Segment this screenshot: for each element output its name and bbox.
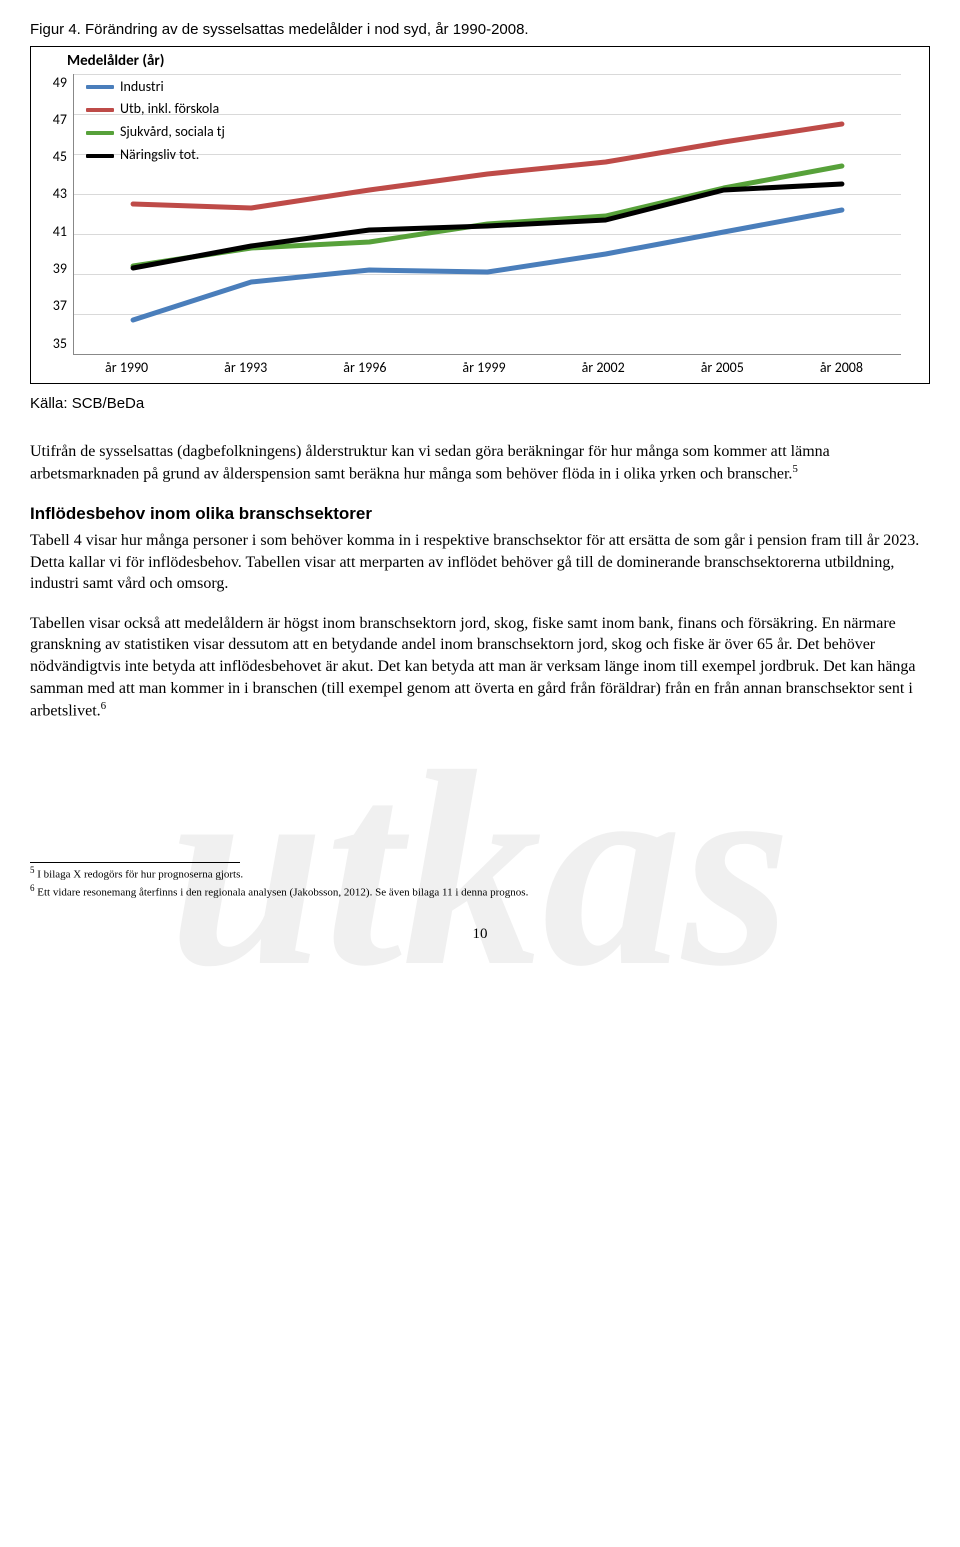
footnote-ref-6: 6 (101, 700, 107, 712)
legend-swatch (86, 131, 114, 135)
x-tick-label: år 1999 (424, 359, 543, 378)
legend-label: Utb, inkl. förskola (120, 100, 219, 119)
footnote-ref-5: 5 (792, 463, 798, 475)
x-tick-label: år 1996 (305, 359, 424, 378)
para1-text: Utifrån de sysselsattas (dagbefolkningen… (30, 443, 830, 483)
x-tick-label: år 1993 (186, 359, 305, 378)
legend-swatch (86, 85, 114, 89)
section-heading: Inflödesbehov inom olika branschsektorer (30, 503, 930, 526)
series-line (133, 123, 842, 207)
x-tick-label: år 2005 (663, 359, 782, 378)
legend-label: Sjukvård, sociala tj (120, 123, 225, 142)
figure-caption: Figur 4. Förändring av de sysselsattas m… (30, 20, 930, 40)
page-number: 10 (30, 924, 930, 944)
y-tick-label: 37 (53, 297, 67, 316)
chart-container: Medelålder (år) 49 47 45 43 41 39 37 35 Industr… (30, 46, 930, 384)
series-line (133, 184, 842, 268)
para3-text: Tabellen visar också att medelåldern är … (30, 615, 916, 720)
legend-label: Industri (120, 78, 164, 97)
footnote-6-text: Ett vidare resonemang återfinns i den re… (37, 886, 528, 898)
legend-item: Sjukvård, sociala tj (86, 123, 225, 142)
y-tick-label: 49 (53, 74, 67, 93)
legend-swatch (86, 154, 114, 158)
y-tick-label: 45 (53, 148, 67, 167)
paragraph-2: Tabell 4 visar hur många personer i som … (30, 530, 930, 595)
y-tick-label: 35 (53, 335, 67, 354)
chart-plot-area: Industri Utb, inkl. förskola Sjukvård, soc… (73, 74, 901, 355)
footnote-6: 6 Ett vidare resonemang återfinns i den … (30, 883, 930, 900)
footnote-5: 5 I bilaga X redogörs för hur prognosern… (30, 865, 930, 882)
x-axis-labels: år 1990år 1993år 1996år 1999år 2002år 20… (67, 359, 901, 378)
x-tick-label: år 1990 (67, 359, 186, 378)
footnote-5-text: I bilaga X redogörs för hur prognoserna … (37, 869, 243, 881)
y-tick-label: 47 (53, 111, 67, 130)
y-axis-ticks: 49 47 45 43 41 39 37 35 (37, 74, 73, 354)
legend-label: Näringsliv tot. (120, 146, 199, 165)
paragraph-3: Tabellen visar också att medelåldern är … (30, 613, 930, 722)
legend-item: Näringsliv tot. (86, 146, 225, 165)
y-tick-label: 39 (53, 260, 67, 279)
legend-item: Industri (86, 78, 225, 97)
y-tick-label: 43 (53, 185, 67, 204)
x-tick-label: år 2002 (544, 359, 663, 378)
legend-swatch (86, 108, 114, 112)
series-line (133, 165, 842, 265)
y-axis-title: Medelålder (år) (67, 51, 901, 71)
y-tick-label: 41 (53, 223, 67, 242)
legend-item: Utb, inkl. förskola (86, 100, 225, 119)
source-label: Källa: SCB/BeDa (30, 394, 930, 414)
chart-legend: Industri Utb, inkl. förskola Sjukvård, soc… (86, 78, 225, 170)
x-tick-label: år 2008 (782, 359, 901, 378)
paragraph-1: Utifrån de sysselsattas (dagbefolkningen… (30, 441, 930, 486)
